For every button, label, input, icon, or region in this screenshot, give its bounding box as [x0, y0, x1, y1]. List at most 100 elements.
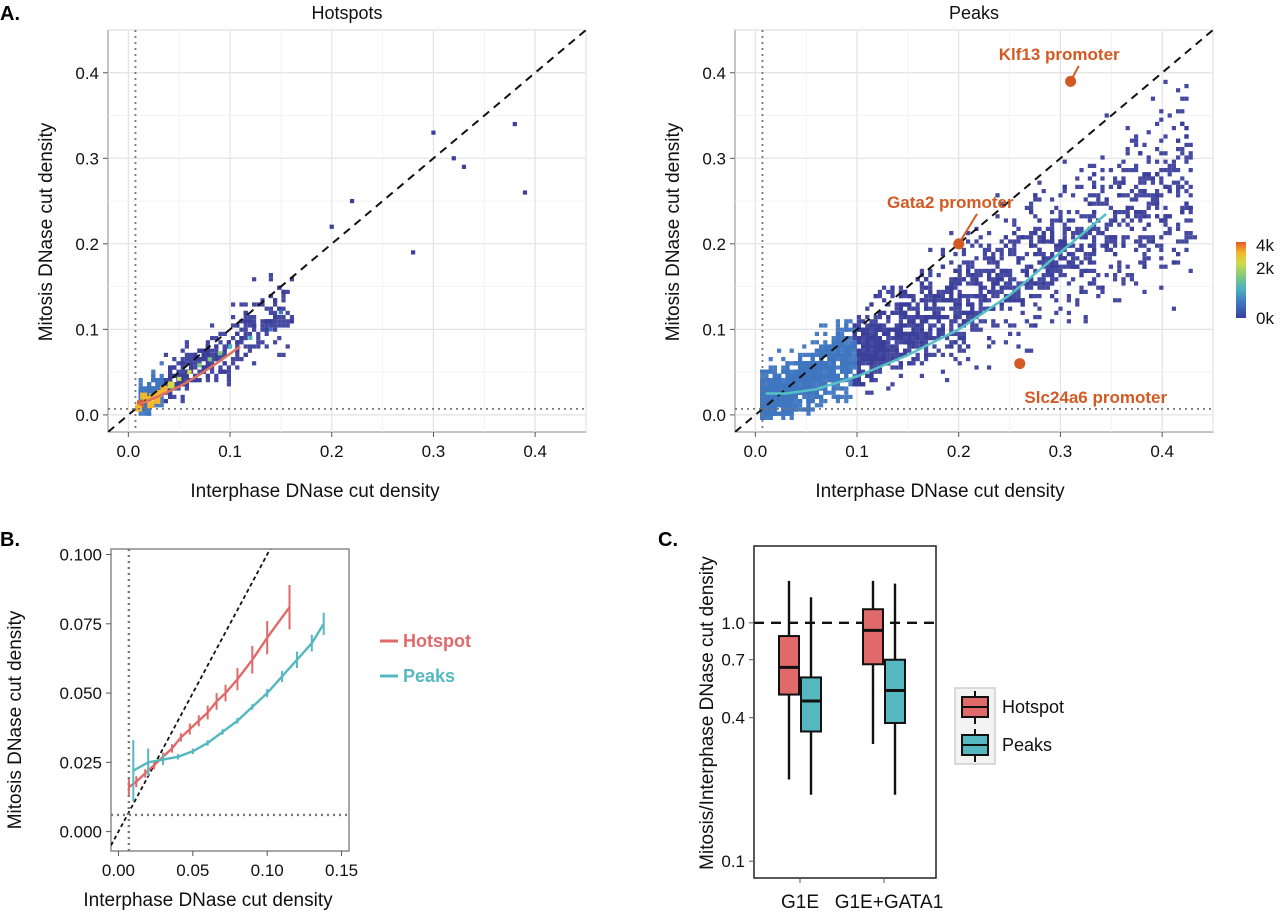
peaks-density-cell — [1075, 231, 1080, 236]
peaks-density-cell — [1050, 264, 1055, 269]
peaks-density-cell — [1096, 294, 1101, 299]
peaks-density-cell — [982, 294, 987, 299]
peaks-density-cell — [1092, 247, 1097, 252]
peaks-density-cell — [978, 268, 983, 273]
peaks-density-cell — [827, 378, 832, 383]
peaks-density-cell — [1096, 285, 1101, 290]
peaks-density-cell — [873, 331, 878, 336]
peaks-density-cell — [1134, 193, 1139, 198]
peaks-density-cell — [831, 378, 836, 383]
peaks-density-cell — [1092, 277, 1097, 282]
peaks-density-cell — [1045, 256, 1050, 261]
peaks-density-cell — [919, 327, 924, 332]
peaks-density-cell — [898, 306, 903, 311]
hotspots-density-cell — [256, 344, 261, 349]
peaks-density-cell — [844, 361, 849, 366]
hotspots-density-cell — [222, 369, 227, 374]
peaks-xtick-label: 0.4 — [1150, 442, 1174, 461]
peaks-density-cell — [806, 403, 811, 408]
peaks-density-cell — [1024, 268, 1029, 273]
peaks-density-cell — [1138, 243, 1143, 248]
peaks-density-cell — [890, 327, 895, 332]
peaks-density-cell — [957, 277, 962, 282]
peaks-density-cell — [1117, 222, 1122, 227]
peaks-density-cell — [945, 378, 950, 383]
peaks-density-cell — [827, 357, 832, 362]
peaks-density-cell — [1092, 210, 1097, 215]
peaks-density-cell — [789, 361, 794, 366]
peaks-density-cell — [1125, 222, 1130, 227]
hotspots-xtick-label: 0.2 — [320, 442, 344, 461]
hotspots-density-cell — [231, 336, 236, 341]
peaks-density-cell — [1008, 323, 1013, 328]
peaks-density-cell — [970, 264, 975, 269]
peaks-density-cell — [1037, 306, 1042, 311]
peaks-density-cell — [898, 331, 903, 336]
peaks-density-cell — [1180, 210, 1185, 215]
peaks-density-cell — [852, 323, 857, 328]
peaks-density-cell — [760, 378, 765, 383]
peaks-density-cell — [940, 331, 945, 336]
legend-box-hotspot-label: Hotspot — [1002, 697, 1064, 717]
peaks-trend — [765, 212, 1108, 395]
peaks-density-cell — [781, 399, 786, 404]
peaks-density-cell — [1146, 176, 1151, 181]
hotspots-density-cell — [155, 403, 160, 408]
peaks-density-cell — [966, 273, 971, 278]
peaks-density-cell — [1079, 235, 1084, 240]
peaks-density-cell — [1155, 197, 1160, 202]
peaks-density-cell — [907, 331, 912, 336]
peaks-density-cell — [1037, 235, 1042, 240]
peaks-density-cell — [835, 394, 840, 399]
hotspots-density-cell — [168, 369, 173, 374]
peaks-density-cell — [898, 310, 903, 315]
peaks-density-cell — [873, 319, 878, 324]
hotspots-density-cell — [285, 344, 290, 349]
peaks-density-cell — [1066, 319, 1071, 324]
peaks-density-cell — [856, 352, 861, 357]
peaks-density-cell — [772, 382, 777, 387]
peaks-density-cell — [1142, 243, 1147, 248]
peaks-density-cell — [1163, 214, 1168, 219]
peaks-density-cell — [781, 365, 786, 370]
peaks-density-cell — [819, 344, 824, 349]
hotspots-density-cell — [264, 331, 269, 336]
peaks-density-cell — [865, 336, 870, 341]
peaks-density-cell — [928, 281, 933, 286]
peaks-density-cell — [777, 373, 782, 378]
peaks-density-cell — [777, 382, 782, 387]
peaks-density-cell — [1050, 235, 1055, 240]
peaks-density-cell — [945, 336, 950, 341]
peaks-density-cell — [1134, 281, 1139, 286]
hotspots-density-cell — [268, 319, 273, 324]
peaks-density-cell — [1100, 289, 1105, 294]
peaks-density-cell — [999, 268, 1004, 273]
peaks-density-cell — [949, 306, 954, 311]
peaks-density-cell — [785, 378, 790, 383]
peaks-density-cell — [936, 310, 941, 315]
peaks-density-cell — [768, 365, 773, 370]
peaks-density-cell — [1037, 294, 1042, 299]
peaks-density-cell — [1087, 231, 1092, 236]
peaks-density-cell — [768, 411, 773, 416]
peaks-density-cell — [1163, 184, 1168, 189]
peaks-density-cell — [999, 239, 1004, 244]
peaks-density-cell — [814, 348, 819, 353]
hotspots-density-cell — [147, 386, 152, 391]
peaks-density-cell — [882, 323, 887, 328]
hotspots-density-cell — [285, 323, 290, 328]
peaks-ytick-label: 0.2 — [702, 235, 726, 254]
peaks-density-cell — [966, 319, 971, 324]
peaks-density-cell — [1129, 205, 1134, 210]
peaks-density-cell — [814, 373, 819, 378]
hotspots-density-cell — [180, 348, 185, 353]
peaks-density-cell — [1108, 235, 1113, 240]
peaks-density-cell — [1188, 231, 1193, 236]
peaks-density-cell — [856, 340, 861, 345]
peaks-density-cell — [936, 348, 941, 353]
peaks-density-cell — [898, 315, 903, 320]
peaks-density-cell — [1121, 277, 1126, 282]
peaks-density-cell — [924, 331, 929, 336]
hotspots-density-cell — [140, 392, 148, 400]
peaks-density-cell — [793, 386, 798, 391]
